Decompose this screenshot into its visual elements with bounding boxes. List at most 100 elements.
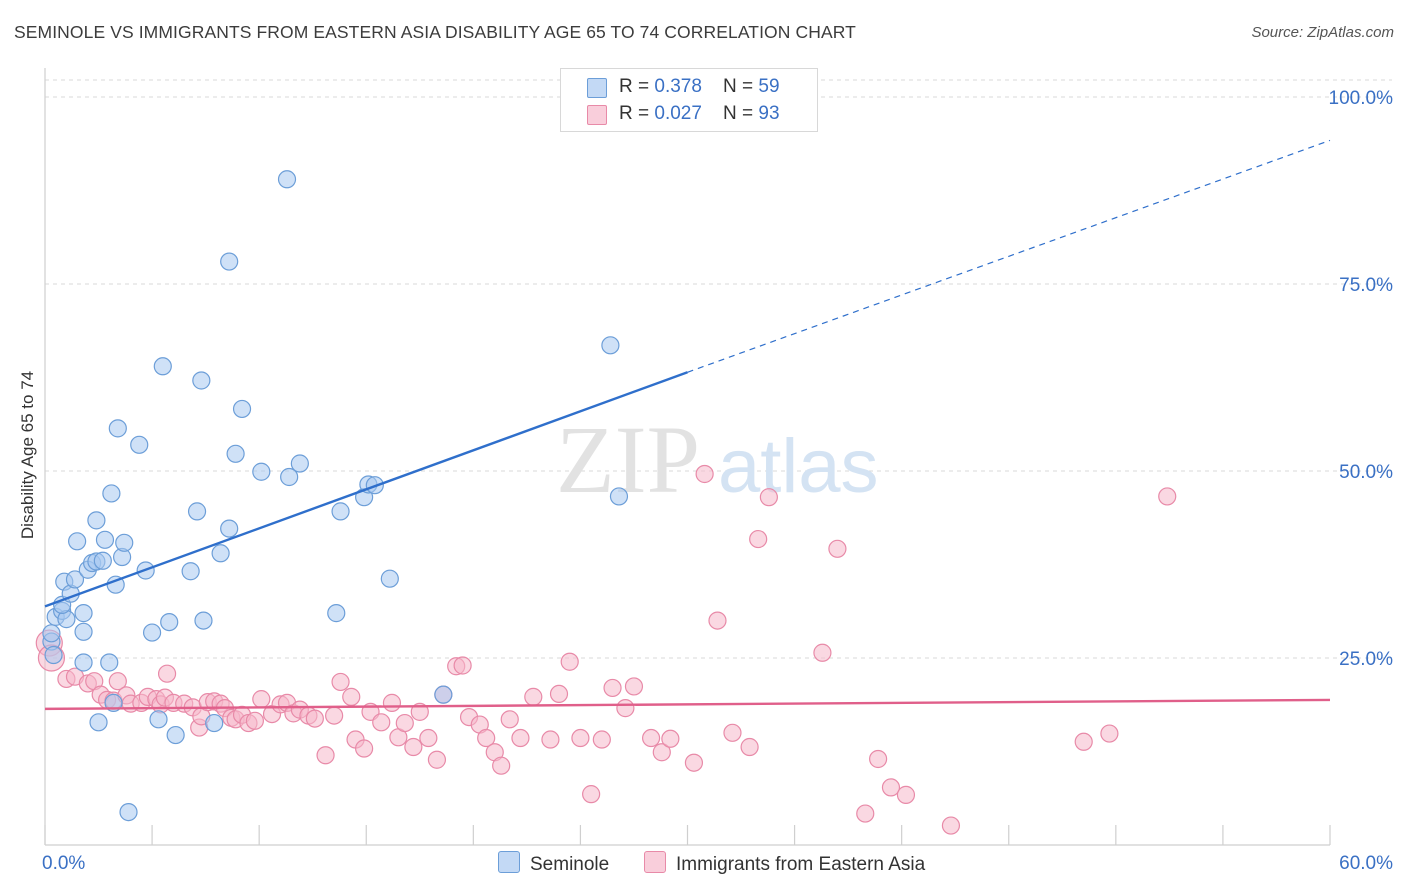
bottom-legend-swatch-eastasia: [644, 851, 666, 873]
watermark-atlas: atlas: [718, 424, 879, 509]
seminole-point: [89, 713, 108, 732]
y-tick-label: 100.0%: [1329, 88, 1394, 109]
seminole-point: [380, 569, 399, 588]
eastasia-point: [723, 723, 742, 742]
legend-r-value: 0.378: [654, 76, 702, 97]
legend-n-label: N =: [723, 103, 759, 124]
bottom-legend-seminole: Seminole: [498, 851, 609, 876]
source-label: Source: ZipAtlas.com: [1251, 24, 1394, 41]
legend-swatch-eastasia: [587, 105, 607, 125]
y-tick-label: 75.0%: [1339, 275, 1393, 296]
x-tick-label: 0.0%: [42, 853, 85, 874]
eastasia-point: [708, 611, 727, 630]
eastasia-point: [355, 739, 374, 758]
eastasia-point: [616, 699, 635, 718]
seminole-point: [93, 551, 112, 570]
seminole-point: [65, 570, 85, 589]
seminole-trend-extension: [687, 139, 1331, 373]
bottom-legend-label-seminole: Seminole: [530, 854, 610, 875]
eastasia-point: [661, 729, 680, 748]
legend-text-eastasia: R = 0.027 N = 93: [619, 103, 780, 125]
seminole-point: [87, 511, 106, 530]
eastasia-point: [582, 785, 601, 804]
eastasia-point: [524, 687, 543, 706]
seminole-point: [226, 444, 245, 463]
eastasia-point: [477, 728, 496, 748]
eastasia-point: [511, 728, 530, 748]
eastasia-point: [410, 702, 429, 721]
eastasia-point: [603, 678, 622, 698]
seminole-point: [211, 544, 230, 563]
seminole-point: [187, 502, 207, 521]
eastasia-point: [813, 643, 832, 662]
seminole-point: [68, 532, 87, 551]
watermark-zip: ZIP: [556, 406, 700, 513]
seminole-point: [327, 604, 346, 623]
seminole-point: [44, 645, 63, 665]
y-tick-label: 50.0%: [1339, 462, 1393, 483]
eastasia-point: [419, 728, 438, 748]
seminole-point: [104, 693, 123, 712]
legend-n-label: N =: [723, 76, 759, 97]
points-layer: [35, 170, 1177, 835]
seminole-point: [290, 454, 309, 473]
eastasia-point: [624, 677, 644, 696]
eastasia-point: [695, 464, 714, 484]
trend-layer: [44, 139, 1331, 711]
grid-layer: [45, 79, 1392, 659]
eastasia-point: [856, 804, 875, 823]
seminole-point: [108, 419, 127, 438]
seminole-point: [601, 336, 620, 355]
eastasia-point: [828, 539, 847, 558]
eastasia-point: [404, 737, 423, 757]
eastasia-point: [541, 730, 560, 749]
seminole-point: [331, 502, 350, 521]
seminole-point: [149, 710, 168, 729]
eastasia-point: [453, 656, 472, 675]
seminole-point: [205, 713, 224, 733]
eastasia-point: [869, 749, 888, 769]
bottom-legend-swatch-seminole: [498, 851, 520, 873]
eastasia-point: [252, 690, 271, 709]
legend-r-label: R =: [619, 76, 655, 97]
chart-title: SEMINOLE VS IMMIGRANTS FROM EASTERN ASIA…: [14, 22, 856, 42]
eastasia-point: [427, 750, 447, 769]
seminole-point: [74, 622, 93, 641]
seminole-point: [102, 484, 121, 503]
eastasia-point: [500, 710, 519, 729]
bottom-legend-label-eastasia: Immigrants from Eastern Asia: [676, 854, 926, 875]
y-tick-label: 25.0%: [1339, 649, 1393, 670]
seminole-point: [220, 252, 239, 271]
legend-n-value: 59: [758, 76, 780, 97]
seminole-point: [181, 562, 200, 581]
legend-r-value: 0.027: [654, 103, 702, 124]
bottom-legend-eastasia: Immigrants from Eastern Asia: [644, 851, 925, 876]
legend-n-value: 93: [758, 103, 780, 124]
seminole-point: [119, 802, 138, 822]
seminole-point: [100, 653, 119, 672]
seminole-point: [277, 170, 297, 189]
seminole-trend-line: [44, 371, 688, 608]
seminole-point: [153, 357, 172, 376]
eastasia-point: [382, 693, 402, 712]
eastasia-point: [245, 711, 264, 730]
eastasia-trend-line: [44, 698, 1331, 711]
eastasia-point: [372, 713, 391, 732]
eastasia-point: [316, 746, 335, 765]
eastasia-point: [896, 785, 916, 804]
seminole-point: [252, 462, 271, 481]
eastasia-point: [549, 684, 569, 704]
eastasia-point: [592, 730, 611, 749]
eastasia-point: [305, 709, 324, 728]
seminole-point: [95, 530, 115, 549]
seminole-point: [166, 725, 185, 745]
legend-r-label: R =: [619, 103, 655, 124]
eastasia-point: [325, 706, 344, 725]
legend-box: R = 0.378 N = 59 R = 0.027 N = 93: [560, 68, 818, 132]
eastasia-point: [395, 713, 414, 733]
eastasia-point: [749, 529, 768, 549]
seminole-point: [434, 685, 453, 704]
eastasia-point: [331, 672, 350, 692]
seminole-point: [280, 467, 299, 487]
seminole-point: [160, 612, 179, 632]
